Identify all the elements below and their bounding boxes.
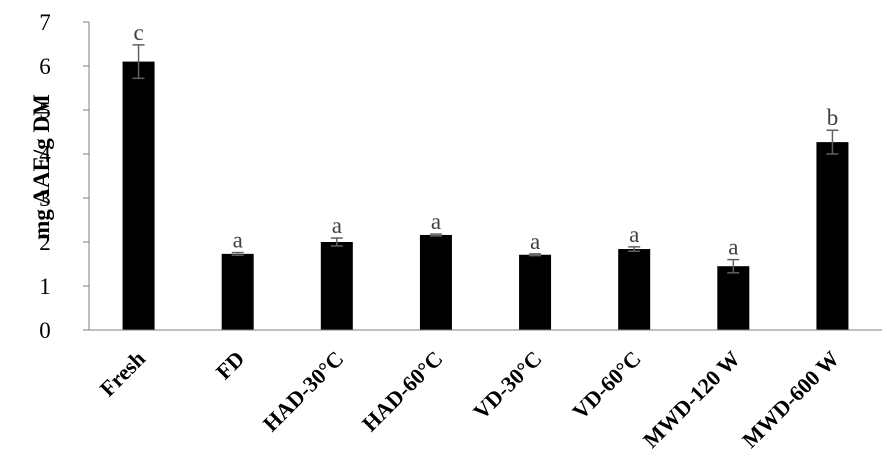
category-label: MWD-120 W: [638, 346, 745, 453]
y-axis-label: mg AAE/g DM: [29, 94, 54, 240]
y-tick-label: 5: [39, 98, 51, 123]
significance-letter: c: [133, 20, 143, 45]
significance-letter: a: [233, 228, 243, 253]
y-tick-label: 6: [39, 54, 51, 79]
category-label: FD: [211, 346, 249, 384]
axes: [83, 21, 882, 331]
bar: [320, 242, 353, 330]
error-bars: [132, 44, 839, 274]
y-tick-label: 7: [39, 10, 51, 35]
significance-letter: a: [431, 209, 441, 234]
bar: [419, 234, 452, 330]
bar: [816, 142, 849, 330]
category-label: VD-30°C: [468, 346, 546, 424]
category-label: Fresh: [95, 346, 150, 401]
category-label: MWD-600 W: [737, 346, 844, 453]
significance-letter: b: [827, 105, 839, 130]
y-axis-ticks: 0 1 2 3 4 5 6 7: [39, 10, 51, 343]
bar: [717, 266, 750, 330]
category-label: VD-60°C: [567, 346, 645, 424]
category-label: HAD-30°C: [258, 346, 348, 436]
y-tick-label: 4: [39, 142, 51, 167]
significance-letter: a: [728, 235, 738, 260]
y-tick-label: 3: [39, 186, 51, 211]
y-tick-label: 2: [39, 230, 51, 255]
bar: [618, 249, 651, 330]
significance-letter: a: [629, 222, 639, 247]
bar: [519, 254, 552, 330]
significance-letter: a: [530, 229, 540, 254]
x-axis-categories: Fresh FD HAD-30°C HAD-60°C VD-30°C VD-60°CMWD…: [95, 346, 844, 453]
bars: [122, 61, 849, 330]
significance-letter: a: [332, 213, 342, 238]
bar: [221, 253, 254, 330]
bar: [122, 61, 155, 330]
y-tick-label: 0: [39, 318, 51, 343]
significance-letters: c a a a a a a b: [133, 20, 838, 260]
category-label: HAD-60°C: [357, 346, 447, 436]
y-tick-label: 1: [39, 274, 51, 299]
